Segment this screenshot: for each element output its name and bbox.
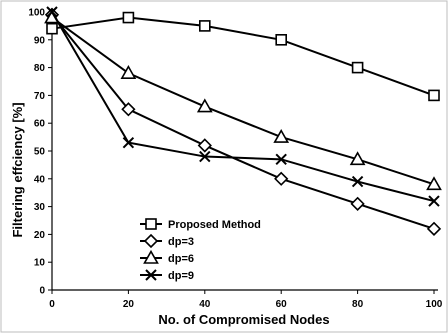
data-point-dp-6	[273, 128, 290, 143]
legend-marker-x-icon	[145, 269, 157, 281]
data-point-dp-9	[428, 195, 440, 207]
series-dp-6	[44, 9, 442, 191]
data-point-dp-3	[121, 102, 136, 117]
data-point-dp-3	[350, 196, 365, 211]
x-marker-stroke	[122, 136, 135, 149]
x-marker-stroke	[275, 153, 287, 166]
legend: Proposed Method dp=3 dp=6 dp=9	[140, 218, 261, 282]
series-line-dp-6	[51, 16, 435, 186]
y-axis-title: Filtering effciency [%]	[10, 102, 25, 237]
y-tick-label: 10	[34, 258, 46, 269]
data-point-dp-6	[426, 176, 442, 191]
y-tick-label: 90	[34, 35, 46, 46]
x-tick-label: 80	[352, 299, 364, 310]
x-axis-title: No. of Compromised Nodes	[158, 312, 329, 327]
y-tick-label: 30	[34, 202, 46, 213]
series-line-dp-9	[51, 11, 435, 203]
ticks: 0 10 20 30 40 50 60 70 80 90 100 0 20 40 60 80 100	[28, 8, 442, 311]
legend-marker-diamond-icon	[143, 233, 159, 249]
x-marker-stroke	[428, 195, 440, 207]
data-point-dp-9	[46, 6, 58, 18]
y-tick-label: 60	[34, 119, 46, 130]
series-layer	[44, 6, 442, 236]
series-dp-9	[46, 6, 440, 207]
y-tick-label: 50	[34, 147, 46, 158]
x-marker-stroke	[145, 269, 157, 281]
y-tick-label: 20	[34, 230, 46, 241]
legend-entry-proposed-method: Proposed Method	[140, 218, 261, 231]
legend-marker-triangle-icon	[143, 249, 159, 264]
legend-label: Proposed Method	[168, 219, 261, 231]
series-proposed-method	[46, 11, 440, 102]
legend-label: dp=6	[168, 253, 194, 265]
data-point-dp-9	[351, 175, 364, 188]
data-point-dp-3	[426, 221, 442, 236]
legend-label: dp=9	[168, 270, 194, 282]
data-point-proposed-method	[275, 33, 288, 46]
x-marker-stroke	[351, 175, 364, 188]
data-point-proposed-method	[428, 89, 440, 102]
data-point-dp-3	[197, 138, 212, 153]
legend-entry-dp-3: dp=3	[140, 233, 194, 249]
data-point-proposed-method	[199, 20, 211, 32]
data-point-dp-9	[199, 150, 211, 163]
series-line-dp-3	[51, 14, 435, 230]
axes	[51, 8, 438, 291]
data-point-proposed-method	[46, 22, 58, 35]
y-tick-label: 100	[28, 8, 45, 19]
x-tick-label: 0	[49, 299, 55, 310]
legend-entry-dp-6: dp=6	[140, 249, 194, 265]
x-tick-label: 100	[426, 299, 443, 310]
x-tick-label: 40	[199, 299, 211, 310]
data-point-dp-9	[275, 153, 287, 166]
legend-label: dp=3	[168, 236, 194, 248]
series-line-proposed-method	[51, 16, 435, 97]
data-point-dp-3	[274, 171, 289, 186]
y-tick-label: 40	[34, 174, 46, 185]
legend-marker-square-icon	[145, 218, 157, 230]
x-tick-label: 20	[123, 299, 135, 310]
y-tick-label: 0	[39, 286, 45, 297]
data-point-dp-6	[349, 151, 366, 166]
data-point-dp-6	[120, 65, 137, 79]
data-point-dp-6	[196, 98, 213, 113]
x-marker-stroke	[46, 6, 58, 18]
data-point-proposed-method	[122, 11, 135, 24]
x-tick-label: 60	[276, 299, 288, 310]
y-tick-label: 80	[34, 63, 46, 74]
x-marker-stroke	[199, 150, 211, 163]
data-point-proposed-method	[351, 61, 364, 74]
y-tick-label: 70	[34, 91, 46, 102]
legend-entry-dp-9: dp=9	[140, 269, 194, 282]
data-point-dp-9	[122, 136, 135, 149]
